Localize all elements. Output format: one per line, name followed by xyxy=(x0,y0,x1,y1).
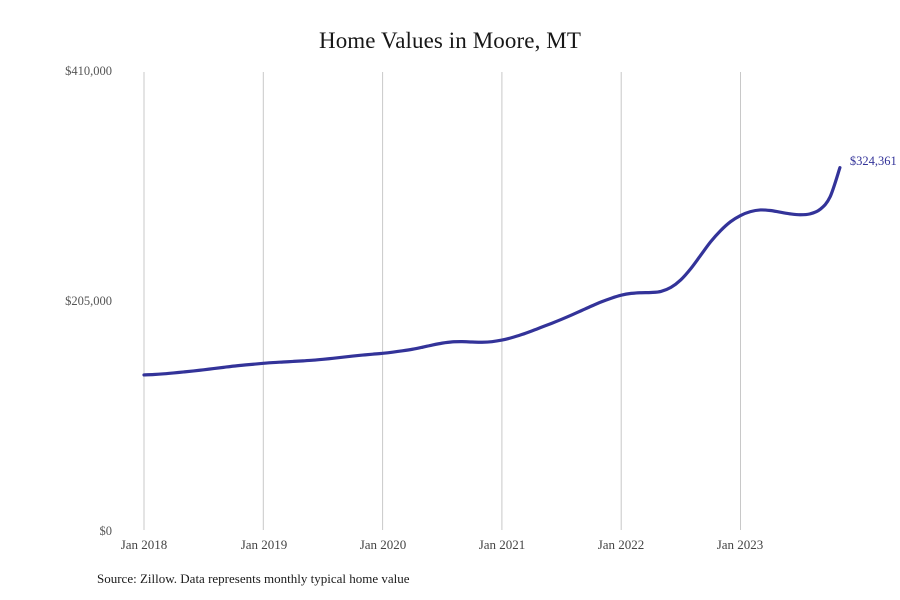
x-axis-tick-jan-2020: Jan 2020 xyxy=(359,537,407,552)
y-axis-tick-mid: $205,000 xyxy=(65,294,112,308)
series-line xyxy=(142,166,842,377)
gridlines xyxy=(143,72,741,530)
page-title: Home Values in Moore, MT xyxy=(319,28,581,53)
x-axis-tick-jan-2018: Jan 2018 xyxy=(120,537,168,552)
x-axis-tick-jan-2021: Jan 2021 xyxy=(478,537,526,552)
x-axis-tick-jan-2022: Jan 2022 xyxy=(597,537,645,552)
y-axis-tick-top: $410,000 xyxy=(65,64,112,78)
source-note: Source: Zillow. Data represents monthly … xyxy=(97,571,410,586)
x-axis-tick-jan-2019: Jan 2019 xyxy=(240,537,288,552)
x-axis-tick-jan-2023: Jan 2023 xyxy=(716,537,764,552)
series-line-group xyxy=(142,166,842,377)
endpoint-value-label: $324,361 xyxy=(849,153,897,168)
y-axis-tick-bottom: $0 xyxy=(99,524,113,538)
